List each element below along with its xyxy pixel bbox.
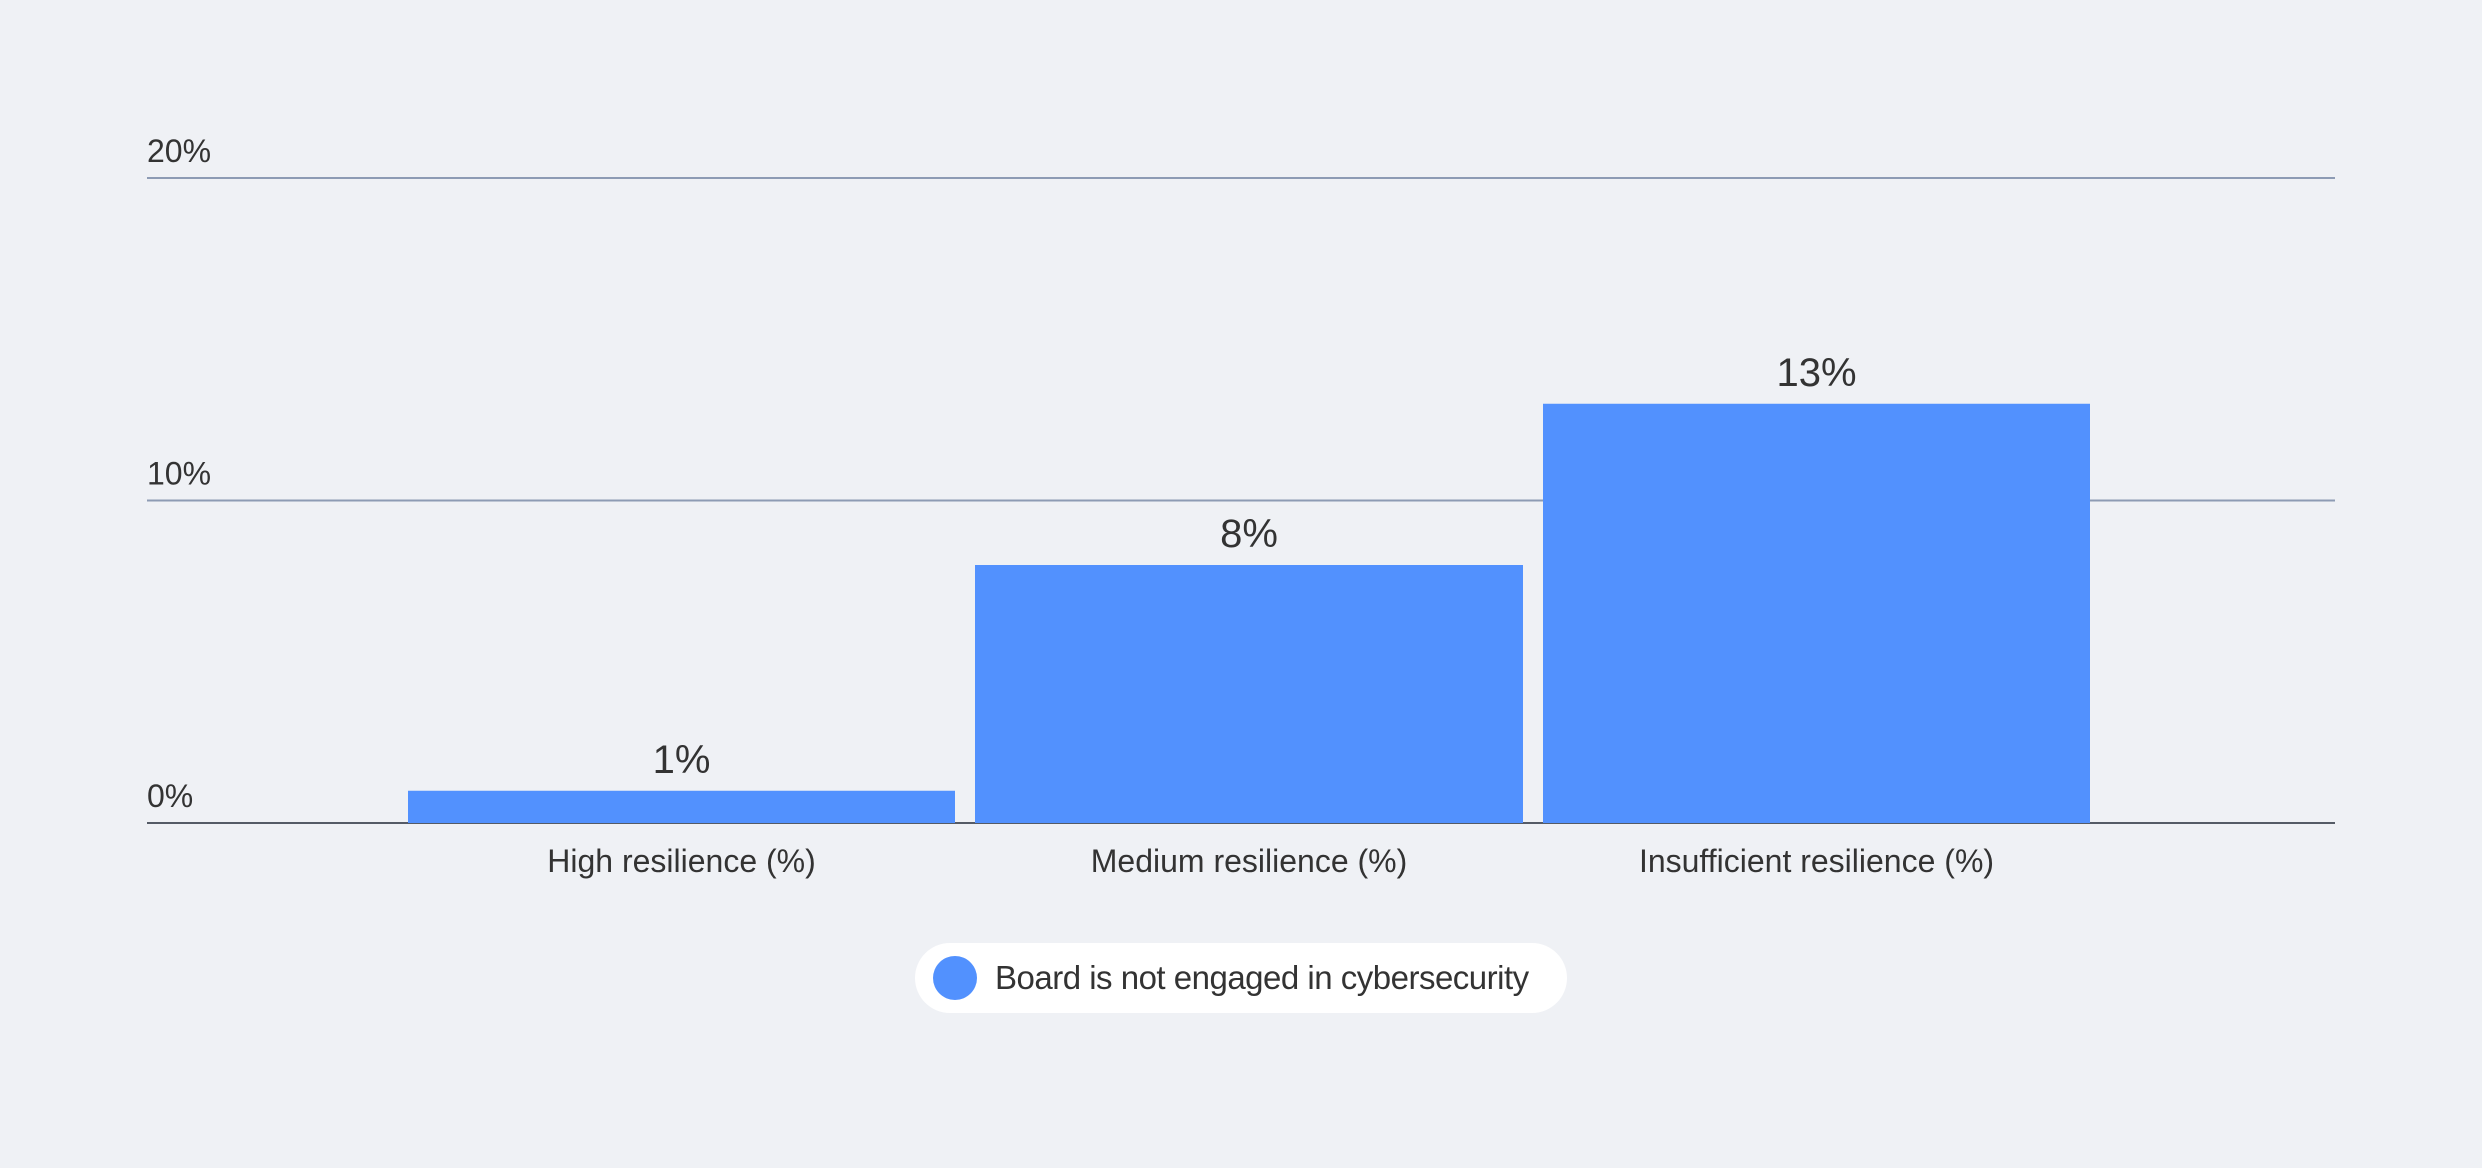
legend-swatch-icon <box>933 956 977 1000</box>
bar <box>408 790 955 823</box>
value-label: 8% <box>1220 512 1278 556</box>
y-tick-label: 20% <box>147 133 211 169</box>
value-label: 1% <box>653 738 711 782</box>
x-tick-label: Insufficient resilience (%) <box>1639 843 1994 879</box>
x-tick-label: High resilience (%) <box>547 843 816 879</box>
y-tick-label: 0% <box>147 778 193 814</box>
y-tick-label: 10% <box>147 456 211 492</box>
value-label: 13% <box>1776 351 1856 395</box>
bar <box>1543 403 2090 823</box>
bar <box>975 565 1523 823</box>
legend: Board is not engaged in cybersecurity <box>915 943 1567 1013</box>
legend-label: Board is not engaged in cybersecurity <box>995 959 1529 996</box>
x-tick-label: Medium resilience (%) <box>1091 843 1408 879</box>
